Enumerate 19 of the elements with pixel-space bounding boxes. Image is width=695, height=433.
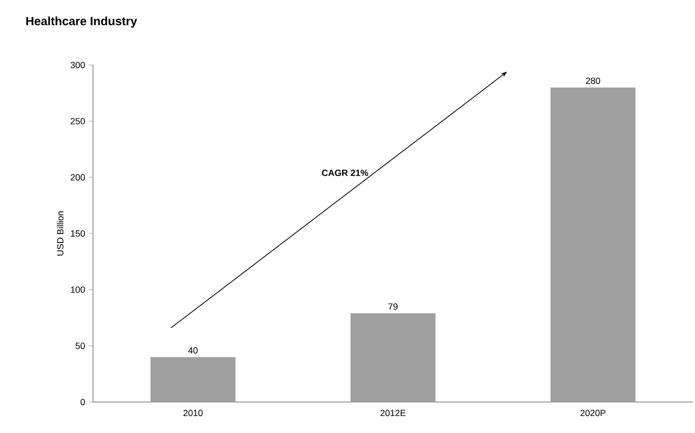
x-tick-label: 2012E xyxy=(380,410,406,416)
data-label: 79 xyxy=(388,303,398,310)
y-tick-label: 100 xyxy=(70,286,85,293)
data-label: 40 xyxy=(188,347,198,354)
bar xyxy=(350,313,436,402)
bar xyxy=(550,87,636,402)
bar xyxy=(150,357,236,402)
data-label: 280 xyxy=(586,78,600,84)
x-tick-label: 2020P xyxy=(580,410,606,416)
annotation: CAGR 21% xyxy=(322,170,368,176)
chart-title: Healthcare Industry xyxy=(26,16,138,28)
y-tick-label: 0 xyxy=(80,398,85,406)
y-tick-label: 200 xyxy=(70,174,85,181)
y-axis-title: USD Billion xyxy=(56,211,64,256)
y-tick-label: 150 xyxy=(70,230,85,237)
y-tick-label: 50 xyxy=(76,342,85,350)
x-tick-label: 2010 xyxy=(183,410,203,416)
y-tick-label: 300 xyxy=(70,62,85,68)
y-tick-label: 250 xyxy=(70,118,85,124)
